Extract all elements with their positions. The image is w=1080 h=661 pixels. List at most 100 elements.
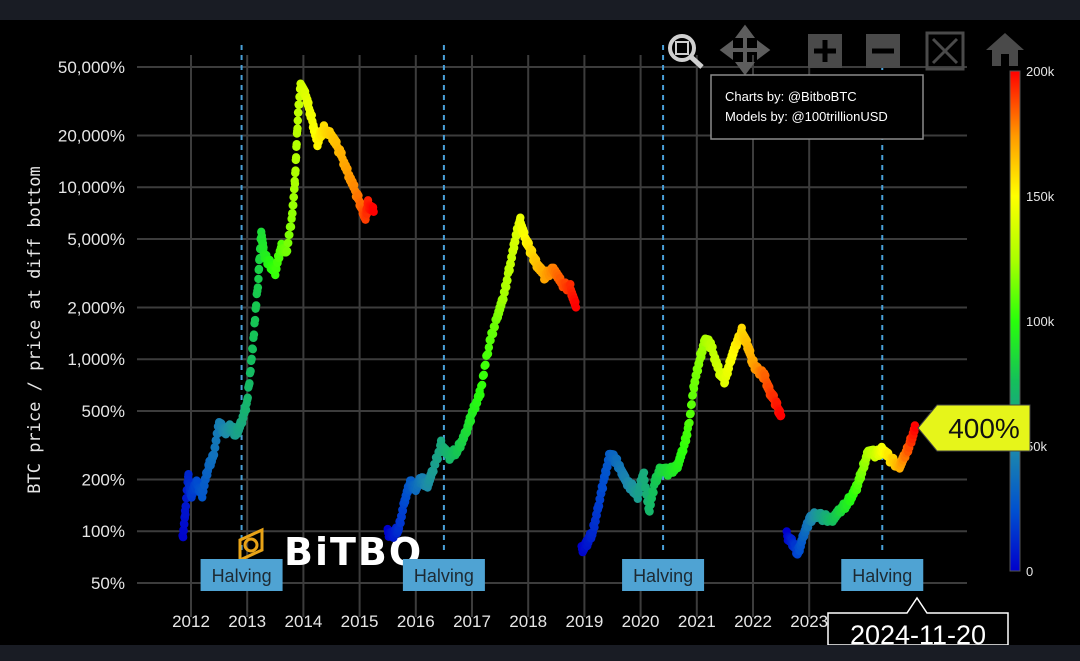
data-point <box>288 209 297 218</box>
data-point <box>254 274 263 284</box>
y-tick-label: 50,000% <box>58 58 125 77</box>
data-point <box>649 488 658 497</box>
data-point <box>598 484 608 493</box>
data-point <box>245 379 254 388</box>
colorbar <box>1009 70 1021 572</box>
data-point <box>484 343 494 352</box>
data-point <box>488 329 498 339</box>
x-tick-label: 2017 <box>453 612 491 631</box>
data-point <box>284 238 293 248</box>
colorbar-tick-label: 150k <box>1026 189 1055 204</box>
data-point <box>481 360 490 370</box>
top-frame <box>0 0 1080 20</box>
x-tick-label: 2022 <box>734 612 772 631</box>
data-point <box>282 246 292 256</box>
bottom-frame <box>0 645 1080 661</box>
data-point <box>688 390 698 400</box>
halving-labels: Halving Halving Halving Halving <box>200 559 924 591</box>
data-point <box>289 201 298 210</box>
data-point <box>693 366 703 376</box>
credits-box: Charts by: @BitboBTC Models by: @100tril… <box>710 74 924 140</box>
data-point <box>241 405 251 415</box>
data-point <box>210 443 220 453</box>
data-point <box>248 345 258 354</box>
halving-label: Halving <box>633 566 693 586</box>
data-point <box>209 450 219 460</box>
colorbar-tick-label: 100k <box>1026 314 1055 329</box>
data-point <box>645 507 654 516</box>
x-tick-label: 2021 <box>678 612 716 631</box>
y-tick-label: 200% <box>82 470 125 489</box>
hover-date-label: 2024-11-20 <box>827 596 1009 645</box>
data-point <box>246 366 255 376</box>
halving-label: Halving <box>212 566 272 586</box>
home-icon[interactable] <box>986 33 1024 66</box>
data-point <box>254 264 264 274</box>
y-tick-label: 5,000% <box>67 230 125 249</box>
credits-line-1: Charts by: @BitboBTC <box>725 89 857 104</box>
halving-badge <box>622 559 705 591</box>
data-point <box>294 100 304 110</box>
x-gridlines <box>190 55 811 617</box>
x-tick-label: 2016 <box>397 612 435 631</box>
halving-badge <box>200 559 283 591</box>
data-point <box>293 124 302 133</box>
data-point <box>307 110 317 120</box>
y-tick-label: 1,000% <box>67 350 125 369</box>
halving-badge <box>402 559 485 591</box>
data-point <box>181 502 191 511</box>
data-point <box>291 153 301 162</box>
data-point <box>286 222 296 232</box>
data-point <box>639 468 649 477</box>
data-point <box>247 354 256 363</box>
data-point <box>646 500 655 510</box>
halving-badge <box>841 559 924 591</box>
data-point <box>686 409 695 418</box>
callout-label: 400% <box>948 413 1020 444</box>
chart[interactable]: BiTBO Halving Halving Halving Halving 50,00… <box>0 20 1080 645</box>
zoom-out-icon[interactable] <box>866 34 900 68</box>
data-point <box>181 510 190 519</box>
data-point <box>259 243 268 252</box>
data-point <box>476 390 485 400</box>
data-point <box>641 482 650 492</box>
autoscale-icon[interactable] <box>925 31 965 71</box>
data-point <box>595 495 605 505</box>
data-point <box>293 116 302 125</box>
x-tick-label: 2023 <box>790 612 828 631</box>
data-point <box>594 501 604 511</box>
data-point <box>253 283 263 292</box>
data-point <box>243 393 252 402</box>
data-point <box>477 380 487 390</box>
data-point <box>294 108 303 117</box>
data-point <box>687 400 696 409</box>
data-point <box>911 423 920 432</box>
data-point <box>640 475 649 485</box>
x-tick-label: 2013 <box>228 612 266 631</box>
data-point <box>708 342 717 352</box>
y-tick-label: 10,000% <box>58 178 125 197</box>
y-tick-labels: 50,000% 20,000% 10,000% 5,000% 2,000% 1,000% 5… <box>58 58 125 593</box>
data-point <box>178 532 188 542</box>
data-point <box>292 140 301 149</box>
data-point <box>212 436 221 446</box>
pan-icon[interactable] <box>719 24 771 76</box>
data-point <box>466 416 476 426</box>
data-point <box>683 430 692 440</box>
data-point <box>479 370 489 380</box>
data-point <box>499 295 508 304</box>
y-tick-label: 500% <box>82 402 125 421</box>
colorbar-tick-label: 200k <box>1026 64 1055 79</box>
data-point <box>507 253 517 263</box>
data-point <box>250 315 260 325</box>
data-point <box>291 166 300 175</box>
data-point <box>690 378 700 387</box>
data-point <box>429 467 438 476</box>
hover-date: 2024-11-20 <box>850 620 986 645</box>
data-point <box>397 512 406 522</box>
zoom-icon[interactable] <box>668 34 704 69</box>
y-tick-label: 20,000% <box>58 126 125 145</box>
data-point <box>251 301 261 310</box>
zoom-in-icon[interactable] <box>808 34 842 68</box>
x-tick-label: 2019 <box>565 612 603 631</box>
